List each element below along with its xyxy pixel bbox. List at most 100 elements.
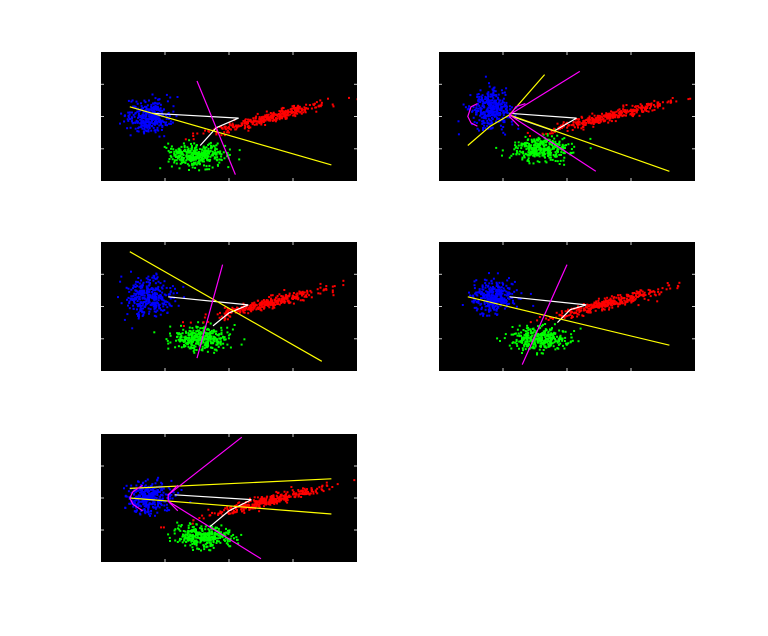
scatter-point [594,309,597,312]
scatter-point [526,142,529,145]
scatter-point [197,337,200,340]
scatter-point [500,109,503,112]
scatter-point [135,100,138,103]
scatter-point [212,546,215,549]
scatter-point [143,508,146,510]
scatter-point [478,288,481,291]
scatter-point [529,145,532,148]
scatter-point [566,130,569,132]
scatter-point [525,148,528,151]
scatter-cluster [461,272,535,317]
scatter-point [190,336,193,339]
boundary-line [467,103,478,127]
scatter-point [154,482,157,485]
scatter-point [238,309,241,312]
scatter-point [281,106,284,109]
scatter-point [620,110,623,113]
scatter-point [200,525,203,528]
scatter-point [267,303,269,306]
scatter-point [562,330,565,333]
scatter-point [148,115,151,118]
scatter-point [477,107,480,110]
scatter-point [180,336,183,339]
scatter-point [182,325,185,327]
scatter-point [219,311,221,314]
scatter-point [605,304,608,307]
scatter-point [588,115,591,118]
scatter-point [174,287,176,290]
scatter-point [154,116,157,119]
scatter-point [249,120,252,123]
scatter-point [216,526,218,529]
scatter-point [140,102,142,105]
scatter-point [269,116,272,119]
scatter-point [505,294,508,297]
scatter-point [250,310,253,313]
scatter-point [526,153,528,156]
scatter-point [475,306,478,309]
scatter-point [157,280,160,283]
scatter-point [492,94,495,97]
scatter-point [146,290,148,293]
scatter-point [145,505,148,508]
scatter-point [240,124,243,127]
scatter-point [537,136,540,139]
scatter-point [144,117,147,120]
scatter-point [516,147,519,150]
scatter-point [245,307,247,309]
scatter-point [125,495,128,498]
scatter-point [132,307,135,310]
scatter-point [216,338,219,341]
scatter-point [637,295,640,298]
scatter-point [481,120,484,123]
scatter-point [320,103,323,106]
scatter-point [469,294,471,297]
scatter-point [201,338,204,341]
scatter-point [540,334,543,337]
scatter-point [163,135,166,138]
scatter-point [292,491,295,493]
scatter-cluster [526,97,692,137]
scatter-point [160,129,163,131]
scatter-point [292,297,295,300]
scatter-point [179,149,182,152]
scatter-point [644,294,647,297]
scatter-point [490,293,493,296]
scatter-point [284,116,287,119]
scatter-point [208,152,210,155]
scatter-point [473,284,476,287]
scatter-point [543,155,546,158]
scatter-point [147,505,150,508]
scatter-point [203,539,206,542]
scatter-point [148,301,151,304]
scatter-point [220,326,223,329]
scatter-point [139,306,142,309]
scatter-point [204,528,207,531]
scatter-point [634,297,637,300]
scatter-point [166,124,168,127]
scatter-point [155,301,158,304]
scatter-point [176,292,179,294]
scatter-point [291,105,294,108]
scatter-point [210,146,213,149]
scatter-point [222,151,225,154]
scatter-point [253,301,256,304]
scatter-point [251,123,254,126]
scatter-point [186,146,189,149]
scatter-point [166,116,169,118]
scatter-point [544,328,547,331]
scatter-point [181,156,183,159]
scatter-point [143,99,146,102]
scatter-point [249,500,252,503]
scatter-point [597,116,600,119]
scatter-point [141,283,144,286]
scatter-point [490,119,493,122]
scatter-point [534,142,537,145]
scatter-point [589,309,592,312]
scatter-point [152,505,154,508]
scatter-point [204,313,207,316]
scatter-point [475,107,478,110]
scatter-point [180,324,182,327]
scatter-point [489,127,492,130]
scatter-point [558,313,561,316]
